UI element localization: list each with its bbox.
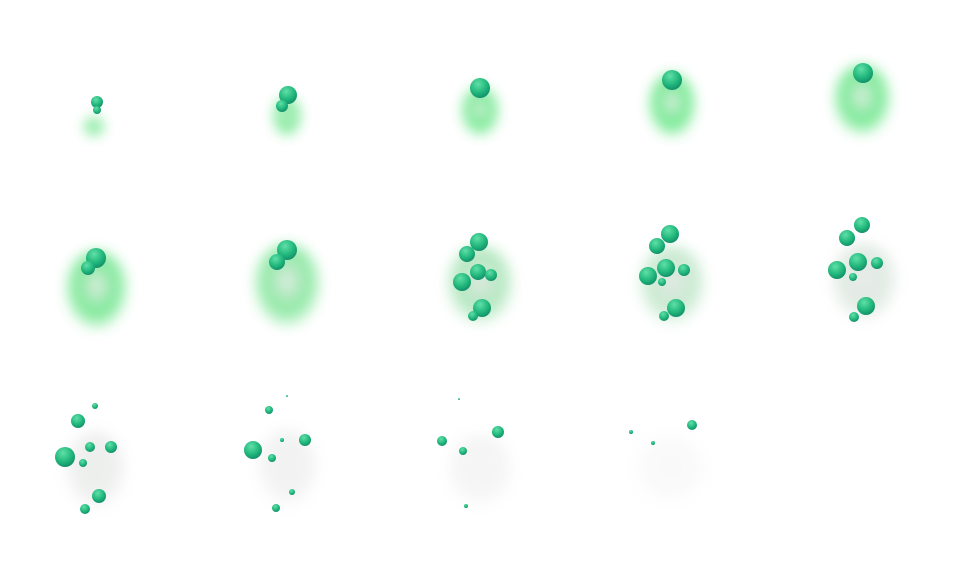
bubble bbox=[839, 230, 855, 246]
bubble bbox=[651, 441, 655, 445]
bubble bbox=[492, 426, 504, 438]
bubble bbox=[105, 441, 117, 453]
bubble bbox=[265, 406, 273, 414]
bubble bbox=[470, 78, 490, 98]
bubble bbox=[657, 259, 675, 277]
bubble bbox=[658, 278, 666, 286]
smoke-cloud bbox=[632, 435, 708, 505]
bubble bbox=[93, 106, 101, 114]
bubble bbox=[470, 264, 486, 280]
bubble bbox=[92, 403, 98, 409]
bubble bbox=[661, 225, 679, 243]
bubble bbox=[857, 297, 875, 315]
bubble bbox=[280, 438, 284, 442]
bubble bbox=[459, 246, 475, 262]
bubble bbox=[459, 447, 467, 455]
smoke-cloud bbox=[83, 117, 105, 137]
bubble bbox=[464, 504, 468, 508]
bubble bbox=[849, 253, 867, 271]
bubble bbox=[828, 261, 846, 279]
bubble bbox=[453, 273, 471, 291]
bubble bbox=[470, 233, 488, 251]
bubble bbox=[853, 63, 873, 83]
bubble bbox=[279, 86, 297, 104]
bubble bbox=[71, 414, 85, 428]
bubble bbox=[272, 504, 280, 512]
bubble bbox=[276, 100, 288, 112]
bubble bbox=[286, 395, 288, 397]
bubble bbox=[269, 254, 285, 270]
bubble bbox=[854, 217, 870, 233]
bubble bbox=[80, 504, 90, 514]
bubble bbox=[667, 299, 685, 317]
smoke-cloud bbox=[445, 432, 515, 508]
bubble bbox=[268, 454, 276, 462]
bubble bbox=[485, 269, 497, 281]
bubble bbox=[468, 311, 478, 321]
bubble bbox=[458, 398, 460, 400]
bubble bbox=[55, 447, 75, 467]
bubble bbox=[649, 238, 665, 254]
bubble bbox=[629, 430, 633, 434]
bubble bbox=[849, 312, 859, 322]
bubble bbox=[289, 489, 295, 495]
bubble bbox=[871, 257, 883, 269]
bubble bbox=[81, 261, 95, 275]
bubble bbox=[244, 441, 262, 459]
bubble bbox=[91, 96, 103, 108]
bubble bbox=[473, 299, 491, 317]
bubble bbox=[437, 436, 447, 446]
bubble bbox=[639, 267, 657, 285]
bubble bbox=[85, 442, 95, 452]
bubble bbox=[92, 489, 106, 503]
bubble bbox=[687, 420, 697, 430]
bubble bbox=[849, 273, 857, 281]
bubble bbox=[659, 311, 669, 321]
bubble bbox=[678, 264, 690, 276]
bubble bbox=[299, 434, 311, 446]
bubble bbox=[79, 459, 87, 467]
bubble bbox=[662, 70, 682, 90]
